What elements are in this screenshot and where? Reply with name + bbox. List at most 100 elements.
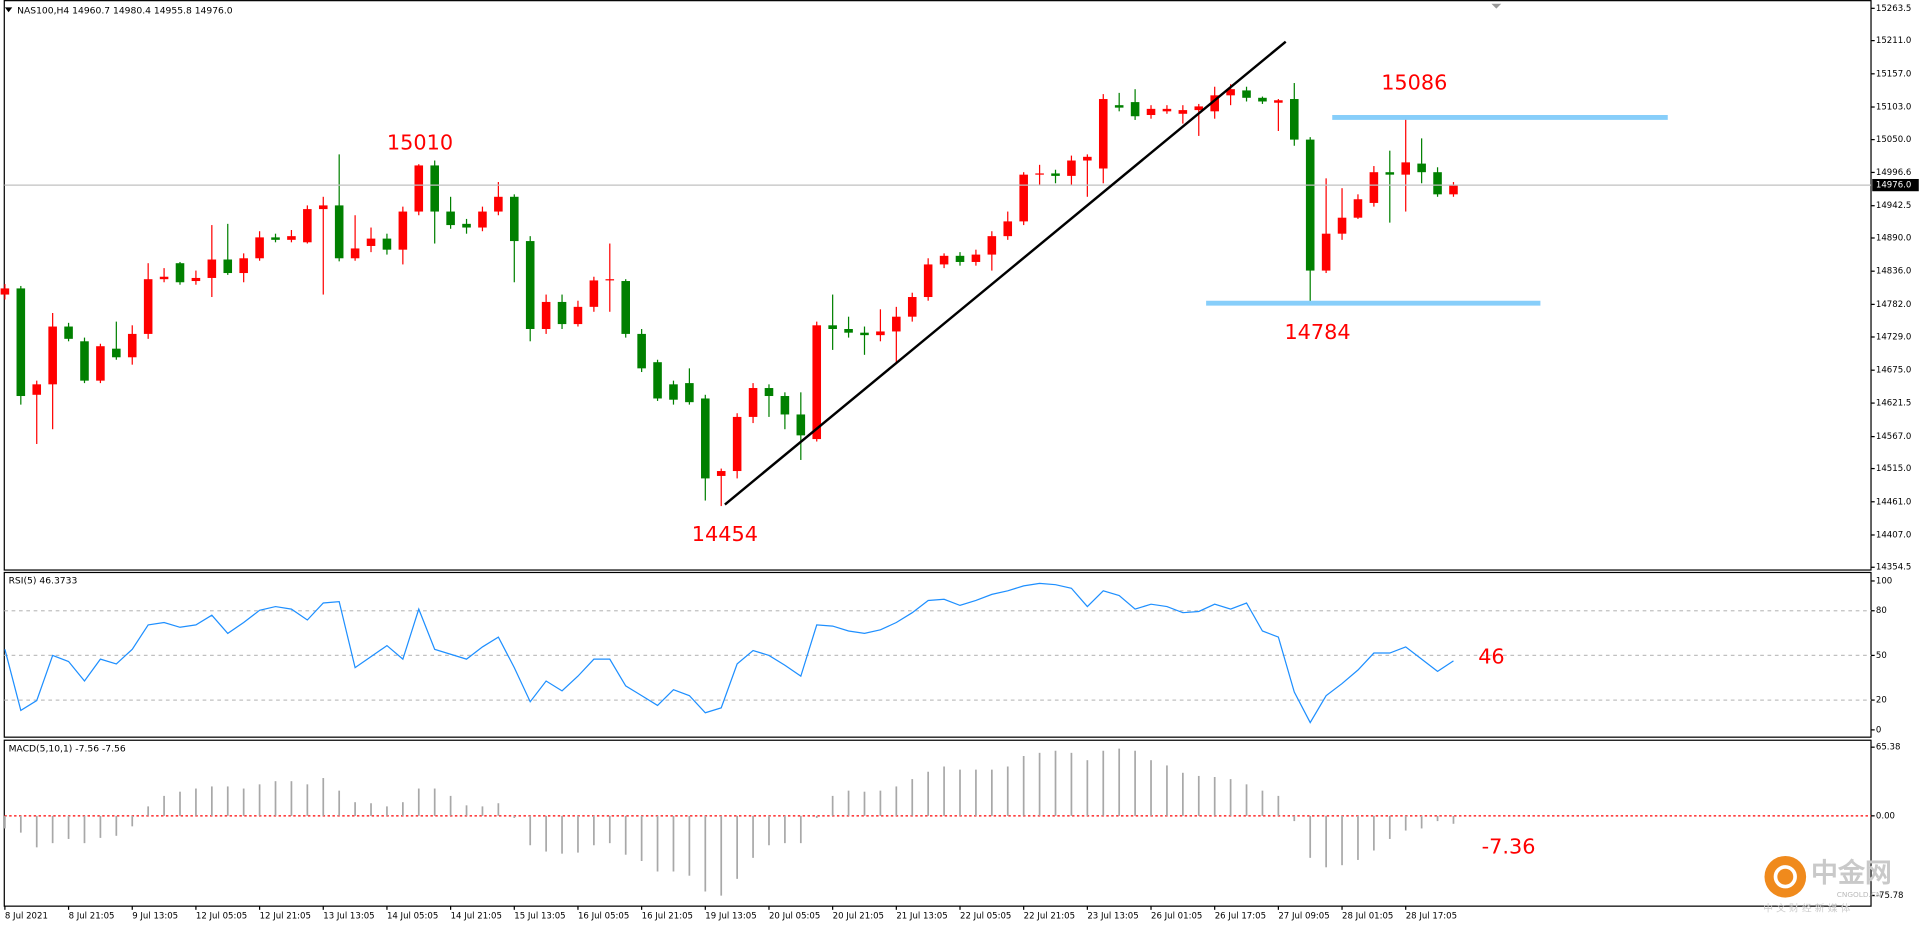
candle-body — [764, 388, 774, 397]
logo-name: 中金网 — [1811, 857, 1892, 889]
candle-body — [446, 211, 455, 226]
y-tick-label: 15050.0 — [1876, 135, 1911, 145]
candle-body — [939, 255, 949, 265]
x-tick-label: 13 Jul 13:05 — [323, 911, 374, 921]
candle-body — [669, 384, 678, 400]
y-tick-label: -75.78 — [1876, 891, 1904, 901]
y-tick-label: 14407.0 — [1876, 530, 1911, 540]
annotation: -7.36 — [1482, 834, 1536, 858]
candle-body — [1146, 108, 1156, 116]
annotation: 14454 — [692, 522, 758, 546]
candle-body — [1290, 99, 1299, 140]
candle-body — [653, 362, 662, 399]
x-tick-label: 20 Jul 21:05 — [833, 911, 884, 921]
candle-body — [366, 238, 376, 246]
candle-body — [637, 333, 646, 369]
candle-body — [844, 328, 853, 333]
x-tick-label: 23 Jul 13:05 — [1087, 911, 1138, 921]
candle-body — [1114, 105, 1124, 108]
candle-body — [1051, 173, 1060, 176]
logo-tagline: 中 文 财 经 新 媒 体 — [1763, 902, 1850, 915]
candle-body — [398, 211, 408, 250]
annotation: 15010 — [387, 130, 453, 154]
candle-body — [255, 237, 264, 259]
candle-body — [1226, 89, 1235, 96]
y-tick-label: 14836.0 — [1876, 267, 1911, 277]
candle-body — [80, 341, 89, 381]
candle-body — [621, 281, 630, 334]
y-tick-label: 0.00 — [1876, 811, 1895, 821]
trend-line — [724, 40, 1287, 506]
x-tick-label: 15 Jul 13:05 — [514, 911, 565, 921]
y-tick-label: 14675.0 — [1876, 366, 1911, 376]
x-tick-label: 20 Jul 05:05 — [769, 911, 820, 921]
x-tick-label: 14 Jul 05:05 — [387, 911, 438, 921]
candle-body — [1242, 90, 1251, 98]
candle-body — [923, 264, 933, 298]
y-tick-label: 14996.6 — [1876, 168, 1911, 178]
candle-body — [812, 325, 822, 440]
candle-body — [541, 301, 551, 329]
x-tick-label: 14 Jul 21:05 — [451, 911, 502, 921]
candle-body — [987, 236, 997, 255]
candle-body — [876, 331, 885, 336]
x-tick-label: 12 Jul 05:05 — [196, 911, 247, 921]
candle-body — [112, 348, 121, 358]
y-tick-label: 15157.0 — [1876, 69, 1911, 79]
candle-body — [685, 383, 694, 403]
candle-body — [605, 279, 615, 281]
annotation: 15086 — [1381, 70, 1447, 94]
candle-body — [318, 205, 328, 210]
x-tick-label: 22 Jul 05:05 — [960, 911, 1011, 921]
x-tick-label: 16 Jul 21:05 — [642, 911, 693, 921]
candle-body — [239, 258, 248, 274]
candle-body — [1305, 139, 1315, 271]
candle-body — [907, 297, 917, 317]
candle-body — [1178, 110, 1188, 114]
candle-body — [796, 414, 806, 436]
candle-body — [303, 209, 312, 243]
candle-body — [1417, 163, 1426, 173]
last-price-box — [1872, 178, 1919, 192]
y-tick-label: 14567.0 — [1876, 432, 1911, 442]
candle-body — [1369, 172, 1379, 203]
candle-body — [1083, 156, 1092, 161]
x-tick-label: 12 Jul 21:05 — [260, 911, 311, 921]
candle-body — [1003, 221, 1013, 237]
y-tick-label: 20 — [1876, 696, 1887, 706]
x-tick-label: 26 Jul 01:05 — [1151, 911, 1202, 921]
candle-body — [48, 326, 57, 385]
candle-body — [494, 196, 503, 212]
y-tick-label: 14461.0 — [1876, 497, 1911, 507]
y-tick-label: 14782.0 — [1876, 300, 1911, 310]
candle-body — [1019, 174, 1028, 222]
candle-body — [1162, 108, 1172, 112]
candle-body — [1321, 233, 1331, 271]
candle-body — [510, 196, 519, 242]
candle-body — [557, 301, 567, 325]
last-price-label: 14976.0 — [1876, 181, 1911, 191]
candle-body — [0, 288, 10, 295]
x-tick-label: 27 Jul 09:05 — [1278, 911, 1329, 921]
annotation: 14784 — [1284, 320, 1350, 344]
candle-body — [748, 388, 758, 417]
plot-layer: 15263.5 15211.0 15157.0 15103.0 15050.0 14996… — [0, 4, 1919, 921]
logo: 中金网 CNGOLD.CN 中 文 财 经 新 媒 体 — [1763, 855, 1892, 915]
candle-body — [780, 396, 790, 415]
x-tick-label: 8 Jul 21:05 — [69, 911, 115, 921]
logo-swirl — [1773, 865, 1797, 889]
candle-body — [223, 259, 233, 274]
y-tick-label: 14729.0 — [1876, 332, 1911, 342]
indicator-label: RSI(5) 46.3733 — [9, 576, 78, 587]
candle-body — [1194, 106, 1204, 111]
candle-body — [1401, 162, 1410, 175]
candle-body — [1210, 95, 1219, 112]
candle-body — [1067, 160, 1076, 176]
y-tick-label: 80 — [1876, 606, 1887, 616]
candle-body — [462, 223, 471, 228]
candle-body — [382, 238, 392, 250]
candle-body — [287, 236, 296, 240]
x-tick-label: 28 Jul 17:05 — [1406, 911, 1457, 921]
candle-body — [732, 416, 742, 472]
